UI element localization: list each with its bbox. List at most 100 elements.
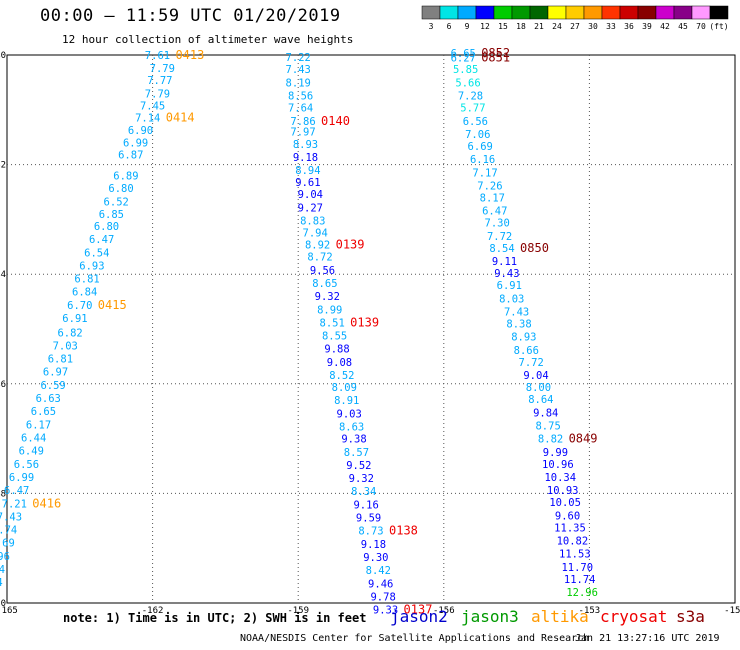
swh-label: 5.77 — [460, 103, 485, 115]
color-scale-swatch — [547, 5, 567, 20]
swh-label: 9.43 — [494, 268, 519, 280]
swh-label: 8.54 — [489, 243, 514, 255]
swh-label: 11.35 — [554, 522, 586, 534]
swh-label: 6.81 — [74, 274, 99, 286]
swh-label: 10.34 — [544, 472, 576, 484]
swh-label: 9.46 — [368, 578, 393, 590]
color-scale-swatch — [421, 5, 441, 20]
swh-label: 9.78 — [370, 591, 395, 603]
swh-label: 8.92 — [305, 240, 330, 252]
swh-label: 9.03 — [337, 408, 362, 420]
swh-label: 6.69 — [0, 538, 15, 550]
legend-s3a: s3a — [676, 607, 705, 626]
swh-label: 6.74 — [0, 525, 17, 537]
swh-label: 6.87 — [118, 150, 143, 162]
swh-label: 5.85 — [453, 64, 478, 76]
swh-label: 6.84 — [72, 287, 97, 299]
swh-label: 7.72 — [519, 357, 544, 369]
swh-label: 8.19 — [286, 77, 311, 89]
swh-label: 8.63 — [339, 422, 364, 434]
swh-label: 8.56 — [288, 91, 313, 103]
x-tick-label: -150 — [724, 606, 740, 616]
swh-label: 7.86 — [290, 116, 315, 128]
plot-frame — [6, 54, 736, 604]
generated-timestamp: Jan 21 13:27:16 UTC 2019 — [575, 633, 720, 644]
pass-time-label: 0849 — [569, 432, 598, 446]
swh-label: 6.65 — [451, 48, 476, 60]
swh-label: 8.17 — [480, 192, 505, 204]
swh-label: 6.85 — [99, 209, 124, 221]
swh-label: 8.75 — [535, 420, 560, 432]
color-scale-swatch — [529, 5, 549, 20]
swh-label: 7.17 — [472, 167, 497, 179]
swh-label: 6.54 — [84, 247, 109, 259]
swh-label: 6.44 — [21, 433, 46, 445]
swh-label: 9.60 — [555, 510, 580, 522]
swh-label: 11.53 — [559, 549, 591, 561]
swh-label: 6.69 — [468, 141, 493, 153]
swh-label: 7.64 — [0, 577, 3, 589]
color-scale-swatch — [709, 5, 729, 20]
swh-label: 6.47 — [89, 234, 114, 246]
swh-label: 6.59 — [40, 380, 65, 392]
x-tick-label: -159 — [287, 606, 309, 616]
swh-label: 8.72 — [307, 252, 332, 264]
swh-label: 8.52 — [329, 370, 354, 382]
swh-label: 7.54 — [0, 564, 5, 576]
swh-label: 9.04 — [523, 370, 548, 382]
swh-label: 6.63 — [36, 393, 61, 405]
pass-time-label: 0139 — [336, 238, 365, 252]
swh-label: 9.04 — [298, 189, 323, 201]
y-tick-label: -48 — [0, 489, 6, 499]
swh-label: 6.56 — [14, 459, 39, 471]
swh-label: 6.27 — [451, 53, 476, 65]
swh-label: 7.26 — [477, 180, 502, 192]
color-scale-tick: 33 — [606, 22, 616, 31]
chart-subtitle: 12 hour collection of altimeter wave hei… — [62, 33, 354, 46]
swh-label: 7.94 — [303, 228, 328, 240]
color-scale-tick: 18 — [516, 22, 526, 31]
pass-time-label: 0140 — [321, 114, 350, 128]
swh-label: 6.65 — [31, 406, 56, 418]
pass-time-label: 0851 — [481, 51, 510, 65]
swh-label: 9.32 — [349, 473, 374, 485]
swh-label: 6.52 — [104, 196, 129, 208]
swh-label: 6.82 — [57, 327, 82, 339]
swh-label: 7.97 — [290, 127, 315, 139]
swh-label: 9.59 — [356, 513, 381, 525]
swh-label: 9.30 — [363, 552, 388, 564]
pass-time-label: 0852 — [481, 46, 510, 60]
swh-label: 6.90 — [128, 125, 153, 137]
swh-label: 6.80 — [108, 183, 133, 195]
swh-label: 8.82 — [538, 434, 563, 446]
swh-label: 8.66 — [514, 345, 539, 357]
chart-title: 00:00 – 11:59 UTC 01/20/2019 — [40, 6, 341, 26]
color-scale-swatch — [655, 5, 675, 20]
pass-time-label: 0139 — [350, 315, 379, 329]
swh-label: 8.91 — [334, 395, 359, 407]
color-scale-tick: 3 — [429, 22, 434, 31]
swh-label: 7.14 — [135, 112, 160, 124]
color-scale-swatch — [565, 5, 585, 20]
color-scale-swatch — [637, 5, 657, 20]
swh-label: 8.42 — [366, 565, 391, 577]
swh-label: 6.81 — [48, 354, 73, 366]
color-scale-tick: 42 — [660, 22, 670, 31]
swh-label: 9.84 — [533, 407, 558, 419]
swh-label: 8.34 — [351, 486, 376, 498]
swh-label: 8.55 — [322, 331, 347, 343]
swh-label: 9.61 — [295, 177, 320, 189]
color-scale-tick: 36 — [624, 22, 634, 31]
swh-label: 6.47 — [4, 485, 29, 497]
swh-label: 8.00 — [526, 382, 551, 394]
swh-label: 9.52 — [346, 460, 371, 472]
pass-time-label: 0138 — [389, 524, 418, 538]
x-tick-label: -156 — [433, 606, 455, 616]
swh-label: 11.70 — [561, 562, 593, 574]
swh-label: 6.56 — [463, 116, 488, 128]
swh-label: 10.93 — [547, 485, 579, 497]
color-scale-tick: 30 — [588, 22, 598, 31]
x-tick-label: -153 — [579, 606, 601, 616]
